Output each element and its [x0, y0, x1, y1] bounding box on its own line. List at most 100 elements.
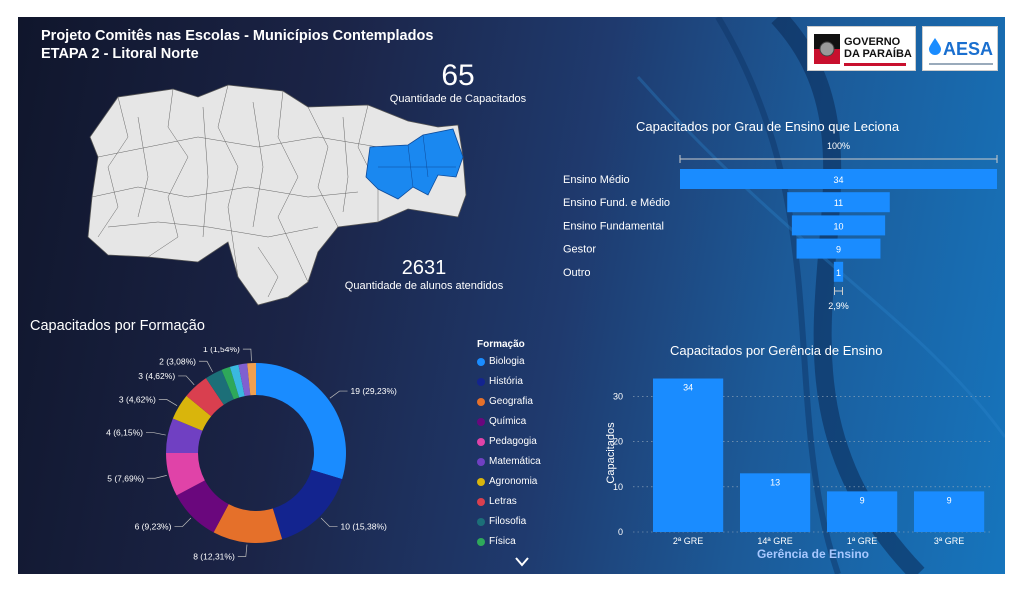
- dashboard-canvas: Projeto Comitês nas Escolas - Municípios…: [18, 17, 1005, 574]
- paraiba-map[interactable]: [78, 77, 478, 312]
- legend-item-filosofia[interactable]: Filosofia: [477, 516, 541, 527]
- legend-dot: [477, 477, 485, 486]
- legend-label: Física: [489, 536, 516, 547]
- donut-slice-matemática[interactable]: [166, 418, 203, 453]
- legend-item-biologia[interactable]: Biologia: [477, 356, 541, 367]
- donut-slice-história[interactable]: [272, 469, 343, 540]
- donut-slice-biologia[interactable]: [256, 363, 346, 480]
- formacao-donut-chart[interactable]: 19 (29,23%) 10 (15,38%) 8 (12,31%) 6 (9,23%…: [78, 347, 438, 567]
- donut-slice-filosofia[interactable]: [205, 369, 234, 405]
- legend-item-agronomia[interactable]: Agronomia: [477, 476, 541, 487]
- x-tick-label: 3ª GRE: [934, 536, 964, 546]
- legend-dot: [477, 437, 485, 446]
- bar-2gre[interactable]: [653, 378, 724, 532]
- legend-item-geografia[interactable]: Geografia: [477, 396, 541, 407]
- donut-leader-line: [237, 544, 248, 557]
- funnel-value-label: 10: [833, 221, 843, 231]
- funnel-category-label: Ensino Fund. e Médio: [563, 197, 670, 209]
- legend-item-letras[interactable]: Letras: [477, 496, 541, 507]
- donut-data-label: 10 (15,38%): [341, 522, 387, 532]
- legend-item-física[interactable]: Física: [477, 536, 541, 547]
- legend-title: Formação: [477, 339, 525, 350]
- bar-value-label: 9: [947, 495, 952, 505]
- donut-leader-line: [178, 375, 195, 386]
- y-tick-label: 30: [613, 392, 623, 402]
- x-tick-label: 14ª GRE: [757, 536, 792, 546]
- donut-slice-pedagogia[interactable]: [166, 453, 205, 496]
- legend-dot: [477, 417, 485, 426]
- funnel-bottom-percent: 2,9%: [828, 301, 849, 311]
- legend-dot: [477, 537, 485, 546]
- legend-dot: [477, 377, 485, 386]
- capacitados-count: 65: [441, 59, 475, 92]
- donut-data-label: 19 (29,23%): [351, 386, 397, 396]
- donut-leader-line: [158, 399, 178, 407]
- governo-paraiba-logo: GOVERNO DA PARAÍBA: [807, 26, 916, 71]
- funnel-category-label: Ensino Médio: [563, 174, 630, 186]
- aesa-text: AESA: [943, 39, 994, 59]
- donut-leader-line: [329, 390, 348, 399]
- funnel-category-label: Ensino Fundamental: [563, 220, 664, 232]
- aesa-logo: AESA: [922, 26, 998, 71]
- scroll-down-icon[interactable]: [515, 557, 529, 567]
- legend-label: Química: [489, 416, 527, 427]
- bar-14gre[interactable]: [740, 473, 811, 532]
- donut-slice-other-11[interactable]: [238, 363, 251, 397]
- funnel-bar[interactable]: [791, 215, 886, 236]
- legend-label: Matemática: [489, 456, 541, 467]
- donut-leader-line: [198, 360, 213, 373]
- donut-slice-other-10[interactable]: [229, 364, 245, 398]
- bar-chart-title: Capacitados por Gerência de Ensino: [670, 343, 883, 358]
- funnel-value-label: 1: [836, 268, 841, 278]
- funnel-bar[interactable]: [833, 261, 844, 282]
- legend-item-história[interactable]: História: [477, 376, 541, 387]
- funnel-bar[interactable]: [796, 238, 881, 259]
- funnel-value-label: 11: [834, 198, 843, 208]
- legend-label: Filosofia: [489, 516, 527, 527]
- legend-item-matemática[interactable]: Matemática: [477, 456, 541, 467]
- donut-data-label: 2 (3,08%): [159, 356, 196, 366]
- funnel-top-percent: 100%: [827, 141, 850, 151]
- donut-leader-line: [242, 348, 252, 362]
- x-tick-label: 1ª GRE: [847, 536, 877, 546]
- legend-dot: [477, 497, 485, 506]
- donut-slice-other-12[interactable]: [247, 363, 256, 396]
- donut-slice-física[interactable]: [221, 366, 240, 400]
- alunos-count: 2631: [401, 257, 447, 279]
- legend-dot: [477, 357, 485, 366]
- donut-slice-química[interactable]: [176, 480, 229, 533]
- funnel-value-label: 9: [836, 245, 841, 255]
- governo-text: GOVERNO: [844, 36, 901, 48]
- y-tick-label: 20: [613, 437, 623, 447]
- capacitados-label: Quantidade de Capacitados: [389, 93, 527, 105]
- funnel-bar[interactable]: [787, 192, 890, 213]
- donut-leader-line: [320, 517, 338, 527]
- legend-label: Agronomia: [489, 476, 538, 487]
- donut-chart-title: Capacitados por Formação: [30, 318, 205, 334]
- legend-item-química[interactable]: Química: [477, 416, 541, 427]
- legend-label: Pedagogia: [489, 436, 537, 447]
- legend-label: Letras: [489, 496, 517, 507]
- formacao-legend: Formação Biologia História Geografia Químic…: [477, 339, 541, 556]
- bar-1gre[interactable]: [827, 491, 898, 532]
- donut-leader-line: [147, 475, 167, 479]
- legend-label: Biologia: [489, 356, 525, 367]
- gerencia-bar-chart[interactable]: 0 10 20 30 34 2ª GRE 13 14ª GRE 9 1ª GRE 9 3ª GRE Ge…: [578, 362, 998, 562]
- grau-ensino-funnel[interactable]: 100% 34 Ensino Médio 11 Ensino Fund. e Médio…: [558, 135, 1003, 320]
- bar-3gre[interactable]: [914, 491, 985, 532]
- title-line-2: ETAPA 2 - Litoral Norte: [41, 46, 199, 62]
- donut-slice-letras[interactable]: [186, 378, 224, 417]
- funnel-bar[interactable]: [680, 169, 997, 189]
- y-tick-label: 0: [618, 527, 623, 537]
- donut-slice-geografia[interactable]: [213, 504, 283, 543]
- bar-value-label: 34: [683, 383, 693, 393]
- x-axis-title: Gerência de Ensino: [757, 547, 869, 561]
- donut-leader-line: [174, 517, 192, 527]
- dashboard-title: Projeto Comitês nas Escolas - Municípios…: [41, 27, 433, 63]
- legend-item-pedagogia[interactable]: Pedagogia: [477, 436, 541, 447]
- donut-slice-agronomia[interactable]: [172, 395, 212, 431]
- bar-value-label: 9: [860, 495, 865, 505]
- funnel-category-label: Gestor: [563, 244, 596, 256]
- y-tick-label: 10: [613, 482, 623, 492]
- donut-data-label: 1 (1,54%): [203, 347, 240, 354]
